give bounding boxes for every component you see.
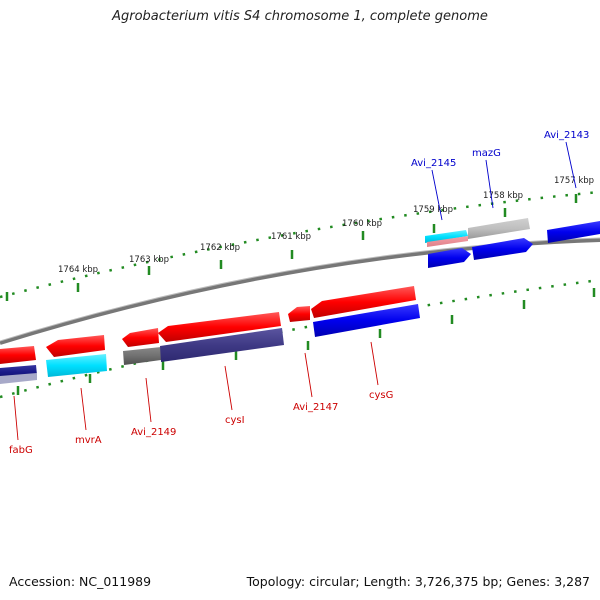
gene-fabg-rna-light[interactable] [0, 373, 37, 384]
label-line [431, 169, 443, 221]
outer-major-ticks [5, 194, 578, 301]
label-line [224, 365, 233, 411]
gene-label-mvra[interactable]: mvrA [75, 435, 102, 446]
scale-label: 1764 kbp [58, 265, 98, 275]
gene-label-avi-2147[interactable]: Avi_2147 [293, 402, 338, 413]
gene-label-cysg[interactable]: cysG [369, 390, 393, 401]
scale-label: 1758 kbp [483, 191, 523, 201]
gene-mazg-cds[interactable] [472, 238, 533, 260]
gene-label-mazg[interactable]: mazG [472, 148, 501, 159]
gene-label-fabg[interactable]: fabG [9, 445, 33, 456]
accession-text: Accession: NC_011989 [9, 574, 152, 589]
scale-label: 1759 kbp [413, 205, 453, 215]
gene-avi-2145-arrow-a[interactable] [425, 230, 468, 243]
gene-avi-2145-cds[interactable] [428, 248, 471, 268]
label-line [145, 377, 152, 423]
inner-scale-track [0, 278, 600, 399]
gene-cysi-cds[interactable] [158, 312, 281, 342]
reverse-gene-labels: fabG mvrA Avi_2149 cysI Avi_2147 cysG [9, 390, 393, 456]
label-line [304, 352, 313, 398]
forward-label-lines [431, 141, 577, 221]
gene-label-cysi[interactable]: cysI [225, 415, 245, 426]
chromosome-backbone [0, 238, 600, 345]
gene-fabg-cds[interactable] [0, 346, 36, 364]
outer-scale-track [0, 190, 600, 299]
forward-gene-labels: Avi_2145 mazG Avi_2143 [411, 130, 589, 169]
scale-label: 1760 kbp [342, 219, 382, 229]
reverse-genes [0, 286, 420, 384]
genome-stats-text: Topology: circular; Length: 3,726,375 bp… [246, 574, 590, 589]
reverse-label-lines [13, 341, 379, 441]
scale-label: 1761 kbp [271, 232, 311, 242]
gene-cysg-rna[interactable] [313, 304, 420, 337]
label-line [565, 141, 577, 189]
gene-mvra-cds[interactable] [46, 335, 105, 357]
scale-label: 1763 kbp [129, 255, 169, 265]
label-line [370, 341, 379, 386]
scale-label: 1762 kbp [200, 243, 240, 253]
gene-label-avi-2143[interactable]: Avi_2143 [544, 130, 589, 141]
gene-mazg-pseudo[interactable] [468, 218, 530, 239]
gene-avi-2145-arrow-b[interactable] [427, 236, 468, 247]
gene-mvra-rna[interactable] [46, 354, 107, 377]
gene-label-avi-2149[interactable]: Avi_2149 [131, 427, 176, 438]
forward-genes [425, 218, 600, 268]
gene-avi-2149-rna[interactable] [123, 347, 161, 365]
gene-avi-2147-cds[interactable] [288, 306, 310, 322]
label-line [13, 395, 19, 441]
map-title: Agrobacterium vitis S4 chromosome 1, com… [112, 9, 488, 24]
gene-avi-2149-cds[interactable] [122, 328, 159, 347]
gene-label-avi-2145[interactable]: Avi_2145 [411, 158, 456, 169]
label-line [485, 159, 494, 209]
inner-major-ticks [16, 288, 596, 395]
gene-avi-2143-cds[interactable] [547, 221, 600, 243]
gene-cysg-cds[interactable] [311, 286, 416, 318]
gene-cysi-rna[interactable] [160, 328, 284, 362]
label-line [80, 387, 87, 431]
